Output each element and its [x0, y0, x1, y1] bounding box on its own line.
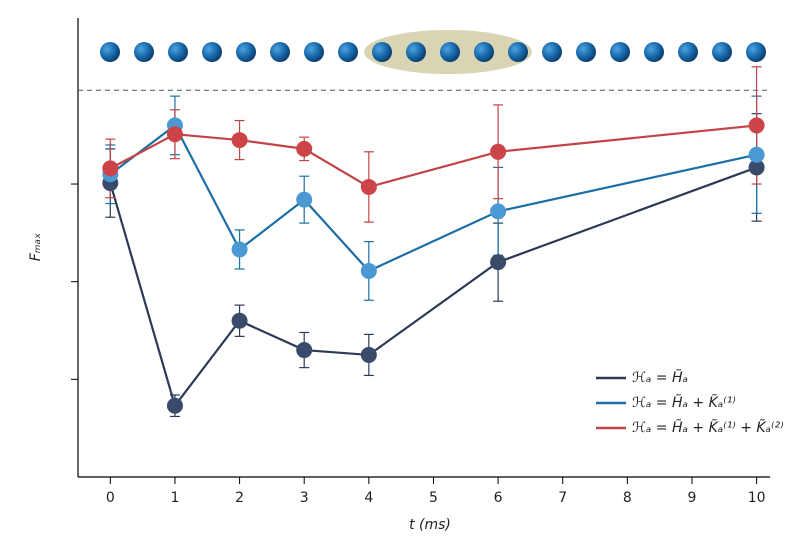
atom: [610, 42, 630, 62]
legend-label: ℋₐ = H̃ₐ + K̃ₐ⁽¹⁾ + K̃ₐ⁽²⁾: [632, 419, 784, 436]
y-label: Fₘₐₓ: [28, 233, 44, 261]
x-tick-label: 2: [235, 490, 244, 506]
legend-label: ℋₐ = H̃ₐ + K̃ₐ⁽¹⁾: [632, 394, 736, 411]
point: [232, 313, 248, 329]
series-line: [110, 125, 756, 187]
point: [749, 117, 765, 133]
atom: [440, 42, 460, 62]
atom: [712, 42, 732, 62]
x-tick-label: 3: [300, 490, 309, 506]
atom: [576, 42, 596, 62]
point: [296, 192, 312, 208]
atom: [474, 42, 494, 62]
atom: [270, 42, 290, 62]
atom: [168, 42, 188, 62]
point: [490, 144, 506, 160]
x-tick-label: 4: [364, 490, 373, 506]
atom: [100, 42, 120, 62]
atom: [304, 42, 324, 62]
series-line: [110, 125, 756, 271]
point: [167, 398, 183, 414]
x-label: t (ms): [409, 517, 451, 533]
x-tick-label: 6: [494, 490, 503, 506]
legend-label: ℋₐ = H̃ₐ: [632, 369, 688, 386]
x-tick-label: 8: [623, 490, 632, 506]
atom: [236, 42, 256, 62]
x-tick-label: 9: [688, 490, 697, 506]
point: [296, 342, 312, 358]
atom: [542, 42, 562, 62]
atom: [372, 42, 392, 62]
point: [490, 254, 506, 270]
point: [296, 141, 312, 157]
atom: [746, 42, 766, 62]
point: [167, 126, 183, 142]
atom: [338, 42, 358, 62]
atom: [678, 42, 698, 62]
x-tick-label: 0: [106, 490, 115, 506]
atom: [644, 42, 664, 62]
atom: [406, 42, 426, 62]
point: [749, 147, 765, 163]
atom: [508, 42, 528, 62]
point: [232, 241, 248, 257]
x-tick-label: 1: [170, 490, 179, 506]
atom: [202, 42, 222, 62]
atom: [134, 42, 154, 62]
point: [361, 179, 377, 195]
chart: t (ms) Fₘₐₓ 0 1 2 3 4 5 6 7 8 9 10 ℋₐ = H̃ₐ ℋₐ = H̃ₐ…: [0, 0, 786, 535]
point: [490, 203, 506, 219]
x-tick-label: 7: [558, 490, 567, 506]
point: [102, 160, 118, 176]
point: [361, 347, 377, 363]
point: [361, 263, 377, 279]
point: [232, 132, 248, 148]
x-tick-label: 5: [429, 490, 438, 506]
x-tick-label: 10: [748, 490, 766, 506]
